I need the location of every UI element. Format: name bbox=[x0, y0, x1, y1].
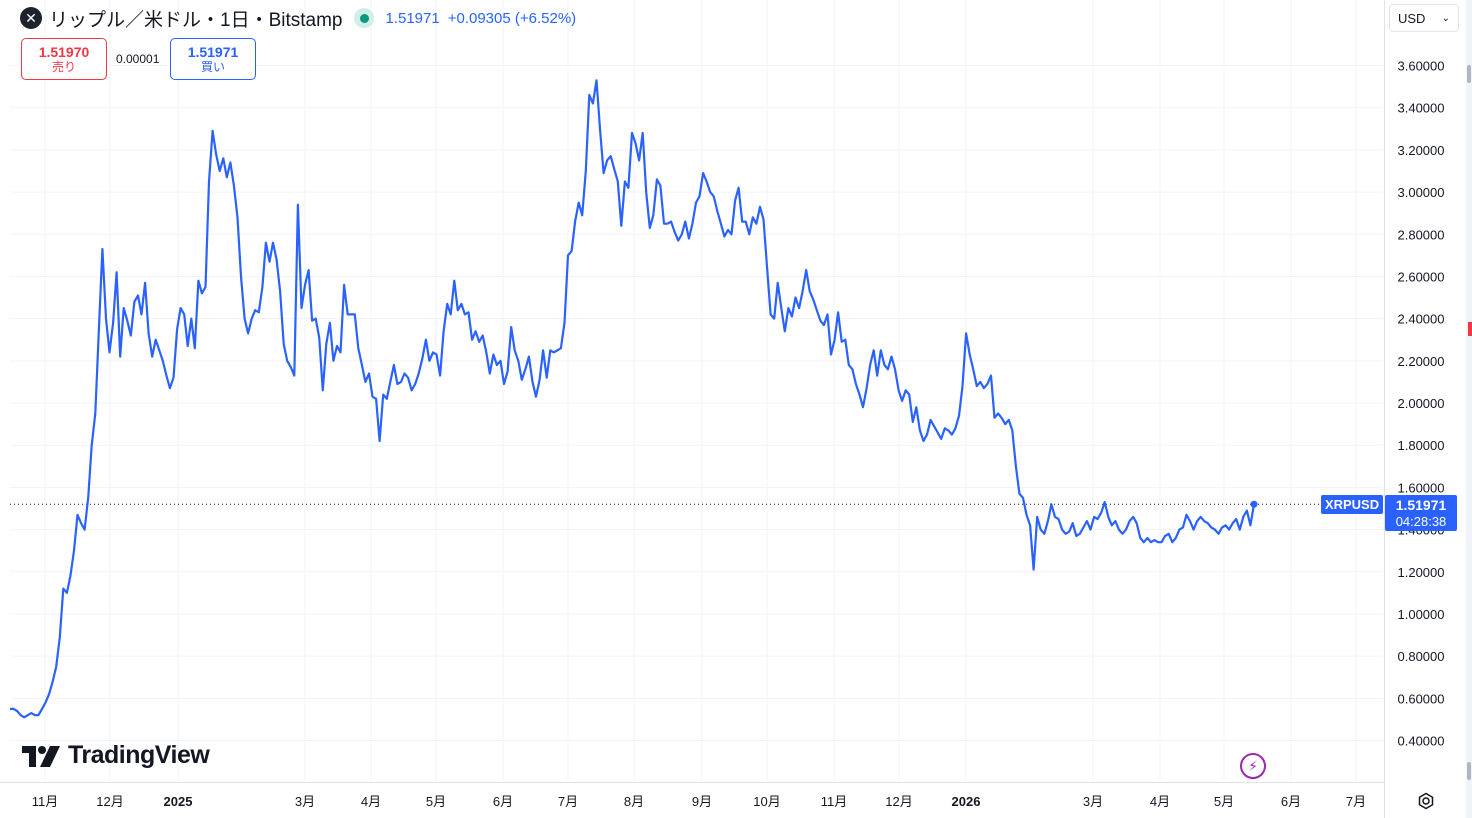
x-tick-label: 3月 bbox=[295, 794, 315, 809]
y-tick-label: 2.60000 bbox=[1398, 269, 1445, 284]
symbol-title[interactable]: リップル／米ドル・1日・Bitstamp bbox=[49, 9, 343, 31]
x-tick-label: 12月 bbox=[96, 794, 123, 809]
sell-price: 1.51970 bbox=[38, 43, 90, 60]
chevron-down-icon: ⌄ bbox=[1441, 12, 1450, 24]
tradingview-logo[interactable]: TradingView bbox=[22, 741, 210, 770]
y-tick-label: 0.80000 bbox=[1398, 649, 1445, 664]
currency-value: USD bbox=[1398, 10, 1426, 26]
y-tick-label: 1.80000 bbox=[1398, 438, 1445, 453]
y-tick-label: 0.40000 bbox=[1398, 734, 1445, 749]
buy-price: 1.51971 bbox=[187, 43, 239, 60]
y-tick-label: 2.80000 bbox=[1398, 227, 1445, 242]
x-tick-label: 3月 bbox=[1083, 794, 1103, 809]
y-tick-label: 0.60000 bbox=[1398, 691, 1445, 706]
scroll-strip bbox=[1466, 0, 1472, 818]
symbol-header: ✕ リップル／米ドル・1日・Bitstamp 1.51971 +0.09305 … bbox=[20, 6, 577, 31]
currency-select[interactable]: USD ⌄ bbox=[1389, 4, 1459, 32]
x-tick-label: 2025 bbox=[164, 794, 193, 809]
sell-button[interactable]: 1.51970 売り bbox=[21, 38, 107, 80]
settings-icon[interactable] bbox=[1414, 789, 1438, 813]
x-tick-label: 6月 bbox=[1281, 794, 1301, 809]
sell-label: 売り bbox=[51, 59, 76, 74]
x-tick-label: 7月 bbox=[558, 794, 578, 809]
y-tick-label: 1.00000 bbox=[1398, 607, 1445, 622]
x-tick-label: 5月 bbox=[426, 794, 446, 809]
scrollbar-thumb[interactable] bbox=[1467, 65, 1471, 83]
alert-marker bbox=[1468, 322, 1472, 336]
last-price: 1.51971 bbox=[385, 9, 440, 27]
live-status-icon bbox=[354, 8, 375, 28]
y-tick-label: 2.20000 bbox=[1398, 354, 1445, 369]
x-tick-label: 11月 bbox=[32, 794, 59, 809]
xrp-logo-icon: ✕ bbox=[20, 7, 42, 29]
y-tick-label: 2.40000 bbox=[1398, 312, 1445, 327]
last-price-point bbox=[1250, 500, 1258, 508]
ticker-label: XRPUSD bbox=[1321, 495, 1383, 514]
scrollbar-thumb-bottom[interactable] bbox=[1467, 762, 1471, 780]
bar-countdown: 04:28:38 bbox=[1395, 513, 1447, 529]
x-tick-label: 6月 bbox=[493, 794, 513, 809]
spread-value: 0.00001 bbox=[116, 52, 160, 66]
x-tick-label: 5月 bbox=[1214, 794, 1234, 809]
y-tick-label: 3.60000 bbox=[1398, 59, 1445, 74]
price-change: +0.09305 (+6.52%) bbox=[447, 9, 577, 27]
xrpusd-price-line bbox=[10, 79, 1256, 719]
brand-name: TradingView bbox=[68, 741, 210, 769]
y-tick-label: 1.20000 bbox=[1398, 565, 1445, 580]
x-tick-label: 11月 bbox=[821, 794, 848, 809]
x-tick-label: 2026 bbox=[952, 794, 981, 809]
buy-button[interactable]: 1.51971 買い bbox=[170, 38, 256, 80]
x-tick-label: 4月 bbox=[1150, 794, 1170, 809]
current-price-value: 1.51971 bbox=[1395, 496, 1447, 513]
y-tick-label: 3.20000 bbox=[1398, 143, 1445, 158]
x-tick-label: 9月 bbox=[692, 794, 712, 809]
x-tick-label: 4月 bbox=[361, 794, 381, 809]
buy-label: 買い bbox=[200, 59, 225, 74]
x-tick-label: 7月 bbox=[1346, 794, 1366, 809]
y-tick-label: 2.00000 bbox=[1398, 396, 1445, 411]
y-tick-label: 3.00000 bbox=[1398, 185, 1445, 200]
current-price-label: 1.51971 04:28:38 bbox=[1385, 495, 1457, 531]
x-tick-label: 12月 bbox=[885, 794, 912, 809]
y-tick-label: 1.60000 bbox=[1398, 480, 1445, 495]
x-tick-label: 10月 bbox=[753, 794, 780, 809]
x-tick-label: 8月 bbox=[624, 794, 644, 809]
lightning-icon[interactable]: ⚡ bbox=[1240, 753, 1266, 779]
tradingview-logo-icon bbox=[22, 745, 60, 767]
y-tick-label: 3.40000 bbox=[1398, 101, 1445, 116]
